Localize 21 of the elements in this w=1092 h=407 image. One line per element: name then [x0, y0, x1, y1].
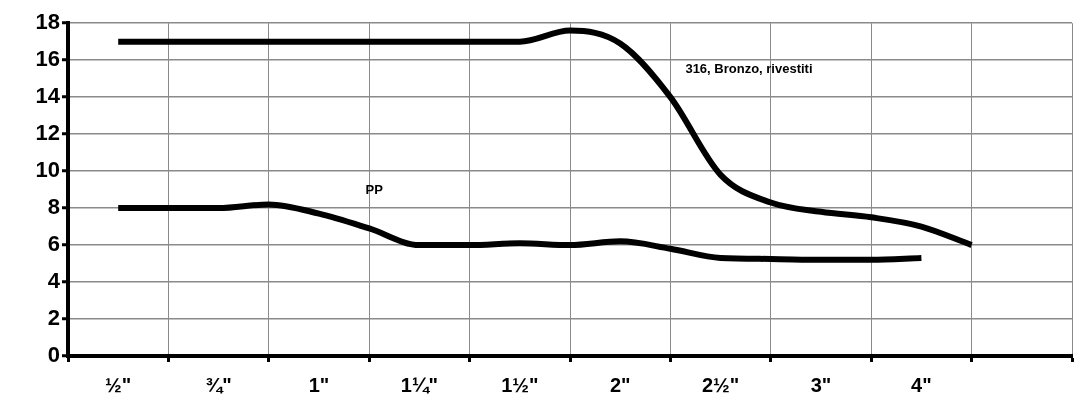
y-tick-label: 12 [35, 120, 60, 146]
y-tick-label: 4 [47, 268, 61, 294]
x-tick-label: 4" [911, 373, 932, 396]
y-tick-label: 18 [35, 9, 60, 35]
y-tick-label: 0 [47, 342, 60, 368]
x-tick-label: 1½" [501, 373, 539, 396]
y-tick-label: 6 [47, 231, 60, 257]
x-tick-label: ¾" [205, 373, 232, 396]
y-tick-label: 8 [47, 194, 60, 220]
text: PP [365, 182, 384, 197]
x-tick-label: ½" [105, 373, 132, 396]
y-tick-label: 14 [35, 83, 61, 109]
x-tick-label: 1" [308, 373, 330, 396]
series-label: 316, Bronzo, rivestiti [685, 60, 813, 76]
x-tick-label: 1¼" [400, 373, 439, 396]
x-tick-label: 3" [810, 373, 832, 396]
y-tick-label: 2 [47, 305, 60, 331]
y-tick-label: 10 [35, 157, 60, 183]
x-tick-label: 2½" [701, 373, 740, 396]
x-tick-label: 2" [609, 373, 631, 396]
y-tick-label: 16 [35, 46, 60, 72]
